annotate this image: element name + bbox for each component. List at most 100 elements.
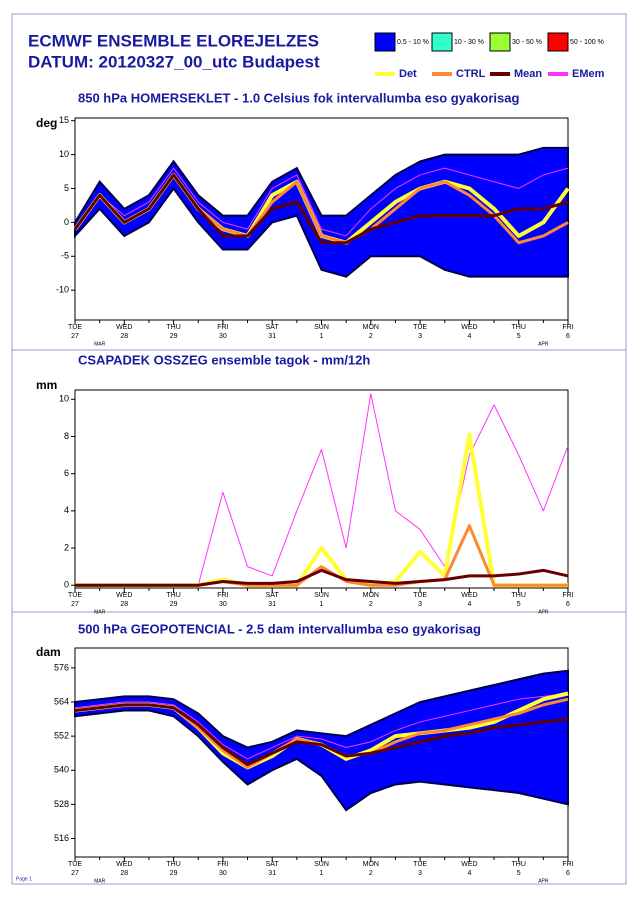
- y-tick-label: 576: [54, 662, 69, 672]
- x-date-label: 2: [369, 601, 373, 608]
- legend-swatch: [547, 32, 569, 52]
- series-line: [75, 568, 569, 587]
- x-tick-label: THU: [166, 861, 180, 868]
- y-tick-label: 564: [54, 696, 69, 706]
- x-tick-label: THU: [166, 324, 180, 331]
- series-line: [74, 167, 569, 237]
- x-month-label: MAR: [94, 609, 106, 615]
- legend-label: Mean: [514, 68, 542, 80]
- y-tick-label: 0: [64, 217, 69, 227]
- x-date-label: 4: [467, 601, 471, 608]
- legend-label: CTRL: [456, 68, 486, 80]
- y-tick-label: 15: [59, 115, 69, 125]
- title: ECMWF ENSEMBLE ELOREJELZES: [28, 31, 319, 50]
- x-month-label: APR: [538, 878, 549, 884]
- x-tick-label: WED: [116, 592, 132, 599]
- y-tick-label: 10: [59, 394, 69, 404]
- x-date-label: 27: [71, 333, 79, 340]
- x-date-label: 1: [320, 601, 324, 608]
- x-tick-label: SUN: [314, 324, 329, 331]
- x-tick-label: THU: [512, 592, 526, 599]
- x-date-label: 5: [517, 601, 521, 608]
- chart-title: CSAPADEK OSSZEG ensemble tagok - mm/12h: [78, 352, 370, 367]
- chart-title: 500 hPa GEOPOTENCIAL - 2.5 dam intervall…: [78, 621, 481, 636]
- x-date-label: 31: [268, 333, 276, 340]
- legend-label: 30 - 50 %: [512, 39, 542, 46]
- y-tick-label: 5: [64, 183, 69, 193]
- x-tick-label: TUE: [68, 861, 82, 868]
- legend-label: Det: [399, 68, 417, 80]
- x-tick-label: WED: [116, 324, 132, 331]
- x-date-label: 30: [219, 333, 227, 340]
- x-date-label: 27: [71, 870, 79, 877]
- x-date-label: 31: [268, 870, 276, 877]
- x-date-label: 27: [71, 601, 79, 608]
- x-date-label: 2: [369, 870, 373, 877]
- x-date-label: 6: [566, 870, 570, 877]
- x-tick-label: WED: [461, 592, 477, 599]
- x-date-label: 29: [170, 870, 178, 877]
- x-month-label: MAR: [94, 341, 106, 347]
- page-frame: [11, 13, 627, 885]
- x-tick-label: TUE: [68, 592, 82, 599]
- x-tick-label: FRI: [217, 324, 228, 331]
- y-axis-label: dam: [36, 645, 61, 659]
- x-tick-label: FRI: [562, 324, 573, 331]
- x-tick-label: TUE: [68, 324, 82, 331]
- y-tick-label: 0: [64, 580, 69, 590]
- x-tick-label: SAT: [266, 592, 280, 599]
- x-date-label: 3: [418, 333, 422, 340]
- y-tick-label: 540: [54, 765, 69, 775]
- x-tick-label: WED: [461, 324, 477, 331]
- x-date-label: 29: [170, 601, 178, 608]
- x-month-label: MAR: [94, 878, 106, 884]
- legend-label: 10 - 30 %: [454, 39, 484, 46]
- x-tick-label: FRI: [217, 861, 228, 868]
- x-tick-label: FRI: [217, 592, 228, 599]
- x-month-label: APR: [538, 609, 549, 615]
- y-tick-label: 552: [54, 731, 69, 741]
- x-tick-label: WED: [116, 861, 132, 868]
- x-date-label: 6: [566, 601, 570, 608]
- x-tick-label: THU: [512, 324, 526, 331]
- y-tick-label: 4: [64, 505, 69, 515]
- x-date-label: 29: [170, 333, 178, 340]
- x-date-label: 5: [517, 870, 521, 877]
- x-tick-label: TUE: [413, 861, 427, 868]
- y-tick-label: 528: [54, 799, 69, 809]
- legend-label: 0.5 - 10 %: [397, 39, 429, 46]
- plot-frame: [74, 389, 569, 589]
- subtitle: DATUM: 20120327_00_utc Budapest: [28, 52, 320, 71]
- footer: Page 1: [16, 876, 32, 882]
- chart-title: 850 hPa HOMERSEKLET - 1.0 Celsius fok in…: [78, 90, 519, 105]
- x-tick-label: TUE: [413, 592, 427, 599]
- x-date-label: 30: [219, 870, 227, 877]
- x-tick-label: FRI: [562, 592, 573, 599]
- y-axis-label: mm: [36, 378, 57, 392]
- y-tick-label: 2: [64, 542, 69, 552]
- x-tick-label: MON: [363, 324, 379, 331]
- x-tick-label: SUN: [314, 592, 329, 599]
- x-tick-label: FRI: [562, 861, 573, 868]
- legend-label: EMem: [572, 68, 605, 80]
- x-tick-label: MON: [363, 861, 379, 868]
- y-tick-label: -10: [56, 285, 69, 295]
- x-tick-label: MON: [363, 592, 379, 599]
- x-tick-label: THU: [512, 861, 526, 868]
- x-date-label: 2: [369, 333, 373, 340]
- legend-swatch: [489, 32, 511, 52]
- x-month-label: APR: [538, 341, 549, 347]
- series-line: [74, 703, 569, 767]
- x-date-label: 1: [320, 333, 324, 340]
- x-tick-label: SAT: [266, 324, 280, 331]
- legend-label: 50 - 100 %: [570, 39, 604, 46]
- x-date-label: 30: [219, 601, 227, 608]
- series-line: [74, 692, 569, 760]
- x-date-label: 28: [120, 870, 128, 877]
- x-tick-label: SAT: [266, 861, 280, 868]
- legend-swatch: [374, 32, 396, 52]
- x-date-label: 31: [268, 601, 276, 608]
- x-date-label: 28: [120, 333, 128, 340]
- x-date-label: 28: [120, 601, 128, 608]
- x-date-label: 1: [320, 870, 324, 877]
